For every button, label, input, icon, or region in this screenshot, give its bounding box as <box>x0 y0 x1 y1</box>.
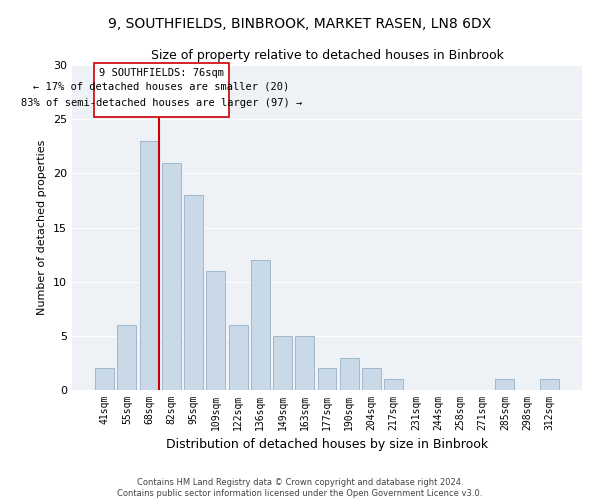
Bar <box>317 368 337 390</box>
Bar <box>95 368 114 390</box>
Bar <box>184 195 203 390</box>
Bar <box>118 325 136 390</box>
FancyBboxPatch shape <box>94 63 229 117</box>
Text: Contains HM Land Registry data © Crown copyright and database right 2024.
Contai: Contains HM Land Registry data © Crown c… <box>118 478 482 498</box>
Bar <box>340 358 359 390</box>
Text: 83% of semi-detached houses are larger (97) →: 83% of semi-detached houses are larger (… <box>21 98 302 108</box>
Bar <box>384 379 403 390</box>
Title: Size of property relative to detached houses in Binbrook: Size of property relative to detached ho… <box>151 50 503 62</box>
Bar <box>273 336 292 390</box>
Bar <box>496 379 514 390</box>
Text: ← 17% of detached houses are smaller (20): ← 17% of detached houses are smaller (20… <box>34 82 290 92</box>
Text: 9 SOUTHFIELDS: 76sqm: 9 SOUTHFIELDS: 76sqm <box>99 68 224 78</box>
X-axis label: Distribution of detached houses by size in Binbrook: Distribution of detached houses by size … <box>166 438 488 452</box>
Bar <box>206 271 225 390</box>
Bar <box>362 368 381 390</box>
Bar <box>540 379 559 390</box>
Text: 9, SOUTHFIELDS, BINBROOK, MARKET RASEN, LN8 6DX: 9, SOUTHFIELDS, BINBROOK, MARKET RASEN, … <box>109 18 491 32</box>
Bar <box>229 325 248 390</box>
Bar <box>251 260 270 390</box>
Bar <box>295 336 314 390</box>
Y-axis label: Number of detached properties: Number of detached properties <box>37 140 47 315</box>
Bar <box>162 162 181 390</box>
Bar <box>140 141 158 390</box>
